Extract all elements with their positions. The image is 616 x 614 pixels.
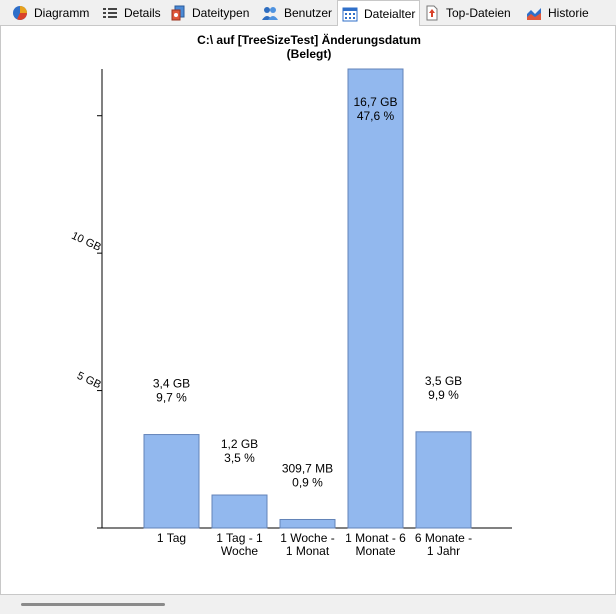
- x-category-label: 1 Tag - 1: [216, 531, 263, 545]
- y-tick-label: 5 GB: [75, 370, 103, 391]
- bar-size-label: 1,2 GB: [221, 437, 258, 451]
- bar-size-label: 309,7 MB: [282, 461, 333, 475]
- tab-diagramm[interactable]: Diagramm: [12, 2, 89, 23]
- file-types-icon: [171, 5, 185, 20]
- tab-label: Dateialter: [364, 6, 416, 21]
- x-category-label: 1 Woche -: [280, 531, 334, 545]
- tab-dateitypen[interactable]: Dateitypen: [170, 2, 249, 23]
- chart-bar: [347, 68, 404, 529]
- bar-size-label: 3,5 GB: [425, 374, 462, 388]
- x-category-label: 6 Monate -: [415, 531, 472, 545]
- x-category-label: Woche: [221, 544, 258, 558]
- file-age-bar-chart: 5 GB 10 GB 3,4 GB9,7 % 1 Tag 1,2 GB3,5 % 1 Ta…: [69, 68, 512, 558]
- tab-historie[interactable]: Historie: [526, 2, 589, 23]
- y-tick-label: 10 GB: [69, 230, 102, 254]
- bar-size-label: 3,4 GB: [153, 377, 190, 391]
- chart-bar: [415, 431, 472, 529]
- calendar-icon: [342, 7, 358, 21]
- chart-bar: [279, 518, 336, 529]
- x-category-label: Monate: [355, 544, 395, 558]
- scrollbar-thumb[interactable]: [21, 603, 165, 606]
- tab-label: Top-Dateien: [446, 5, 511, 20]
- bar-percent-label: 0,9 %: [292, 475, 323, 489]
- horizontal-scrollbar[interactable]: [2, 596, 610, 614]
- tab-benutzer[interactable]: Benutzer: [262, 2, 332, 23]
- top-files-icon: [426, 5, 438, 20]
- tab-label: Diagramm: [34, 5, 90, 20]
- tab-details[interactable]: Details: [102, 2, 161, 23]
- tab-label: Benutzer: [284, 5, 333, 20]
- chart-bar: [143, 434, 200, 529]
- area-chart-icon: [527, 7, 541, 20]
- users-icon: [262, 6, 278, 20]
- tab-label: Historie: [548, 5, 589, 20]
- chart-title-line1: C:\ auf [TreeSizeTest] Änderungsdatum: [197, 33, 421, 47]
- bar-percent-label: 9,9 %: [428, 388, 459, 402]
- tab-label: Dateitypen: [192, 5, 250, 20]
- details-list-icon: [103, 7, 117, 18]
- x-category-label: 1 Monat - 6: [345, 531, 406, 545]
- pie-chart-icon: [13, 5, 27, 20]
- chart-bar: [211, 494, 268, 529]
- tab-bar: Diagramm Details Dateitypen Benutzer: [0, 0, 616, 26]
- x-category-label: 1 Tag: [157, 531, 186, 545]
- bar-percent-label: 9,7 %: [156, 391, 187, 405]
- x-category-label: 1 Monat: [286, 544, 330, 558]
- bar-percent-label: 47,6 %: [357, 109, 395, 123]
- bar-percent-label: 3,5 %: [224, 451, 255, 465]
- chart-title-line2: (Belegt): [286, 47, 332, 61]
- tab-dateialter[interactable]: Dateialter: [337, 0, 421, 26]
- chart-title: C:\ auf [TreeSizeTest] Änderungsdatum (B…: [1, 33, 616, 61]
- dateialter-panel: C:\ auf [TreeSizeTest] Änderungsdatum (B…: [0, 25, 616, 614]
- tab-top-dateien[interactable]: Top-Dateien: [424, 2, 511, 23]
- tab-label: Details: [124, 5, 161, 20]
- bar-size-label: 16,7 GB: [353, 95, 397, 109]
- x-category-label: 1 Jahr: [427, 544, 460, 558]
